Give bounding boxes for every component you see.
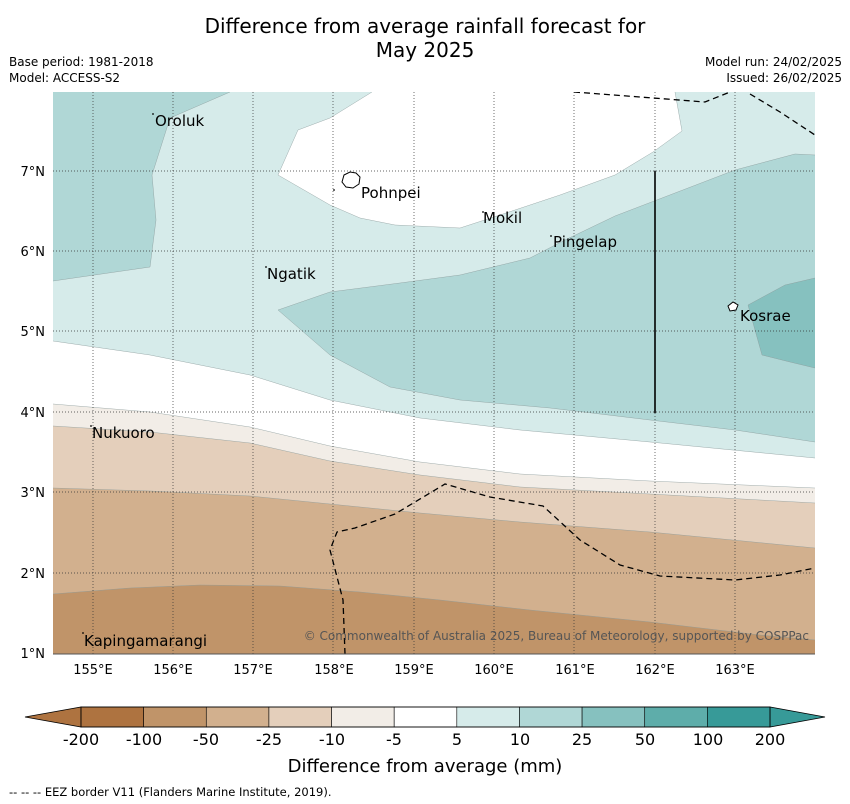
copyright-notice: © Commonwealth of Australia 2025, Bureau… <box>304 629 809 643</box>
title-line-2: May 2025 <box>375 38 475 62</box>
colorbar-tick: -100 <box>126 730 162 749</box>
lat-label: 5°N <box>21 325 46 340</box>
model-name: Model: ACCESS-S2 <box>9 71 121 85</box>
colorbar-min-extend <box>24 706 82 728</box>
kosrae-island-icon <box>727 301 739 312</box>
place-label-ngatik: Ngatik <box>267 265 316 283</box>
lon-label: 155°E <box>73 663 113 678</box>
place-label-pohnpei: Pohnpei <box>361 184 421 202</box>
colorbar-tick: 5 <box>452 730 462 749</box>
colorbar-swatch <box>644 706 708 728</box>
band-neg5-5-north <box>278 92 682 228</box>
lon-label: 158°E <box>314 663 354 678</box>
colorbar-tick: -50 <box>193 730 219 749</box>
colorbar-tick: 10 <box>510 730 530 749</box>
colorbar-tick: 100 <box>693 730 724 749</box>
latitude-labels: 7°N 6°N 5°N 4°N 3°N 2°N 1°N <box>21 165 46 662</box>
eez-footnote: -- -- -- EEZ border V11 (Flanders Marine… <box>9 785 332 799</box>
lon-label: 161°E <box>555 663 595 678</box>
issued-date: Issued: 26/02/2025 <box>726 71 842 85</box>
colorbar-swatch <box>707 706 771 728</box>
colorbar-tick: -10 <box>319 730 345 749</box>
contour-lines <box>53 92 815 641</box>
lon-label: 159°E <box>394 663 434 678</box>
lat-label: 6°N <box>21 245 46 260</box>
band-10-25-northwest <box>53 92 230 281</box>
colorbar-tick: 200 <box>755 730 786 749</box>
colorbar-tick: -200 <box>63 730 99 749</box>
lon-label: 160°E <box>474 663 514 678</box>
map-title: Difference from average rainfall forecas… <box>0 14 850 62</box>
model-run: Model run: 24/02/2025 <box>704 55 842 69</box>
lat-label: 2°N <box>21 567 46 582</box>
rainfall-map: Oroluk Pohnpei Mokil Pingelap Ngatik Kos… <box>53 92 815 654</box>
colorbar-swatch <box>268 706 332 728</box>
lat-label: 3°N <box>21 486 46 501</box>
colorbar-tick: 25 <box>572 730 592 749</box>
band-25-50 <box>748 278 815 368</box>
colorbar-swatch <box>80 706 144 728</box>
lon-label: 162°E <box>635 663 675 678</box>
lon-label: 157°E <box>233 663 273 678</box>
lon-label: 163°E <box>715 663 755 678</box>
meta-left: Base period: 1981-2018 Model: ACCESS-S2 <box>9 54 154 86</box>
place-label-kapingamarangi: Kapingamarangi <box>84 632 207 650</box>
lon-label: 156°E <box>153 663 193 678</box>
place-label-mokil: Mokil <box>483 209 522 227</box>
lat-label: 4°N <box>21 406 46 421</box>
colorbar-frame <box>80 706 771 728</box>
colorbar-swatch <box>331 706 395 728</box>
colorbar-tick: 50 <box>635 730 655 749</box>
colorbar-swatch <box>143 706 207 728</box>
colorbar-ticks: -200 -100 -50 -25 -10 -5 5 10 25 50 100 … <box>63 730 785 749</box>
colorbar: -200 -100 -50 -25 -10 -5 5 10 25 50 100 … <box>24 706 826 777</box>
place-label-pingelap: Pingelap <box>553 233 617 251</box>
colorbar-swatch <box>393 706 458 728</box>
title-line-1: Difference from average rainfall forecas… <box>204 14 646 38</box>
atoll-markers <box>82 113 552 634</box>
pohnpei-island-icon <box>341 171 361 189</box>
band-neg100-neg50 <box>53 585 815 654</box>
eez-borders <box>329 92 815 654</box>
colorbar-swatch <box>519 706 583 728</box>
colorbar-swatch <box>205 706 270 728</box>
place-label-kosrae: Kosrae <box>740 307 791 325</box>
lat-label: 1°N <box>21 647 46 662</box>
longitude-labels: 155°E 156°E 157°E 158°E 159°E 160°E 161°… <box>73 663 755 678</box>
meta-right: Model run: 24/02/2025 Issued: 26/02/2025 <box>705 54 842 86</box>
colorbar-label: Difference from average (mm) <box>288 756 563 777</box>
colorbar-max-extend <box>769 706 826 728</box>
place-label-nukuoro: Nukuoro <box>92 424 155 442</box>
colorbar-tick: -25 <box>256 730 282 749</box>
colorbar-swatch <box>581 706 646 728</box>
lat-label: 7°N <box>21 165 46 180</box>
colorbar-swatch <box>456 706 520 728</box>
colorbar-swatches <box>80 706 771 728</box>
place-label-oroluk: Oroluk <box>155 112 204 130</box>
band-10-25-east <box>278 154 815 442</box>
base-period: Base period: 1981-2018 <box>9 55 154 69</box>
colorbar-tick: -5 <box>386 730 402 749</box>
